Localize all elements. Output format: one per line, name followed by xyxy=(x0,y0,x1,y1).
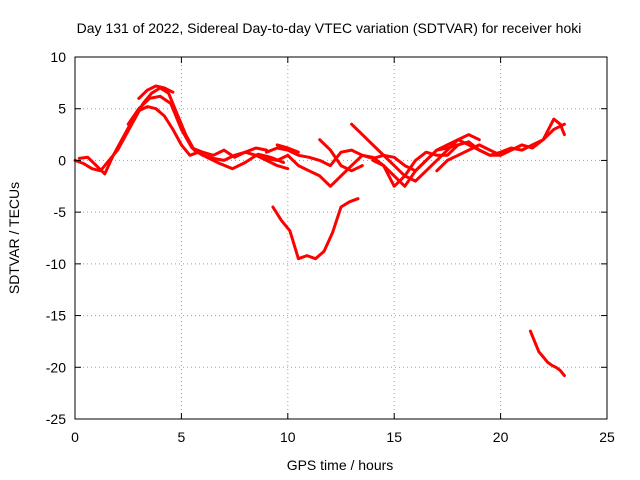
axis-ticks: 0 5 10 15 20 25 -25 -20 -15 -10 -5 0 5 10 xyxy=(46,49,615,445)
series-sat-c xyxy=(126,94,268,159)
y-tick-label: -15 xyxy=(46,308,66,324)
series-sat-e xyxy=(271,197,360,261)
data-series xyxy=(73,84,566,378)
y-axis-label: SDTVAR / TECUs xyxy=(6,182,22,294)
y-tick-label: -25 xyxy=(46,411,66,427)
series-sat-m xyxy=(528,329,566,378)
x-tick-label: 5 xyxy=(178,429,186,445)
x-tick-label: 10 xyxy=(280,429,296,445)
series-sat-b xyxy=(77,105,285,176)
x-tick-label: 20 xyxy=(493,429,509,445)
y-tick-label: -10 xyxy=(46,256,66,272)
y-tick-label: 10 xyxy=(50,49,66,65)
series-sat-i xyxy=(318,138,364,173)
series-sat-f xyxy=(254,143,460,188)
series-sat-l xyxy=(435,117,566,173)
grid xyxy=(75,57,607,419)
series-sat-d xyxy=(137,84,175,100)
y-tick-label: 5 xyxy=(58,101,66,117)
y-tick-label: -5 xyxy=(54,204,67,220)
series-sat-k xyxy=(371,122,566,188)
series-sat-h xyxy=(275,143,300,154)
x-tick-label: 25 xyxy=(599,429,615,445)
x-axis-label: GPS time / hours xyxy=(287,457,394,473)
y-tick-label: -20 xyxy=(46,359,66,375)
plot-frame xyxy=(74,56,608,420)
chart-title: Day 131 of 2022, Sidereal Day-to-day VTE… xyxy=(77,20,582,36)
x-tick-label: 15 xyxy=(386,429,402,445)
x-tick-label: 0 xyxy=(71,429,79,445)
y-tick-label: 0 xyxy=(58,152,66,168)
